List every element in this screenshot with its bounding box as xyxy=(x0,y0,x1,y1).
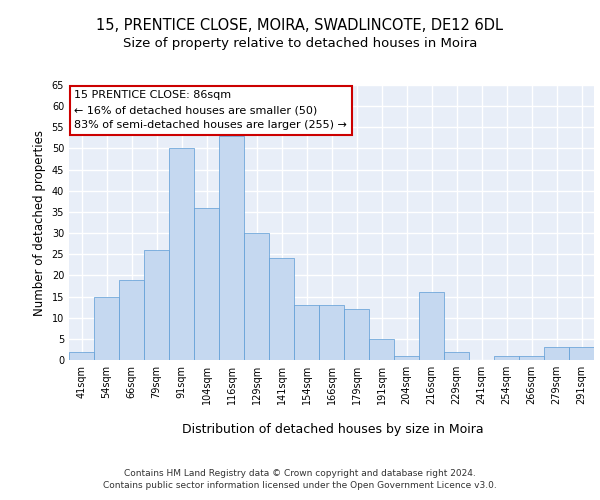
Bar xyxy=(269,258,294,360)
Bar xyxy=(144,250,169,360)
Bar xyxy=(369,339,394,360)
Y-axis label: Number of detached properties: Number of detached properties xyxy=(33,130,46,316)
Bar xyxy=(444,352,469,360)
Bar xyxy=(569,348,594,360)
Bar xyxy=(544,348,569,360)
Bar xyxy=(494,356,519,360)
Text: Size of property relative to detached houses in Moira: Size of property relative to detached ho… xyxy=(123,38,477,51)
Bar xyxy=(244,233,269,360)
Text: 15 PRENTICE CLOSE: 86sqm
← 16% of detached houses are smaller (50)
83% of semi-d: 15 PRENTICE CLOSE: 86sqm ← 16% of detach… xyxy=(74,90,347,130)
Bar xyxy=(319,305,344,360)
Bar xyxy=(194,208,219,360)
Bar xyxy=(419,292,444,360)
Bar xyxy=(219,136,244,360)
Bar xyxy=(344,309,369,360)
Bar xyxy=(169,148,194,360)
Text: 15, PRENTICE CLOSE, MOIRA, SWADLINCOTE, DE12 6DL: 15, PRENTICE CLOSE, MOIRA, SWADLINCOTE, … xyxy=(97,18,503,32)
Bar xyxy=(119,280,144,360)
Text: Distribution of detached houses by size in Moira: Distribution of detached houses by size … xyxy=(182,422,484,436)
Bar xyxy=(94,296,119,360)
Bar xyxy=(519,356,544,360)
Bar xyxy=(394,356,419,360)
Bar xyxy=(294,305,319,360)
Bar xyxy=(69,352,94,360)
Text: Contains HM Land Registry data © Crown copyright and database right 2024.
Contai: Contains HM Land Registry data © Crown c… xyxy=(103,468,497,490)
